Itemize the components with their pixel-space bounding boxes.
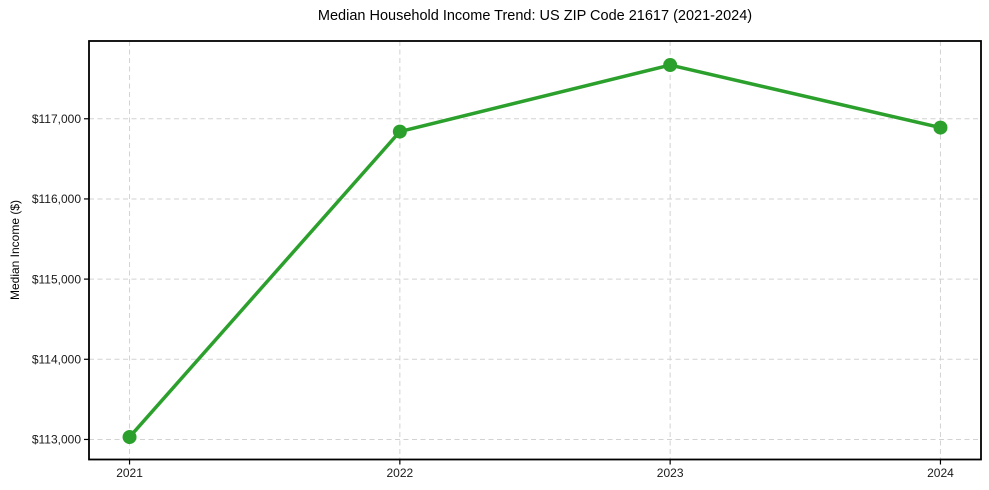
data-point-2024 <box>933 120 948 135</box>
data-point-2023 <box>663 58 678 73</box>
y-tick-label: $113,000 <box>32 433 81 447</box>
trend-line <box>127 63 943 439</box>
axis-ticks <box>84 118 942 465</box>
y-tick-label: $116,000 <box>32 192 81 206</box>
plot-border <box>88 40 982 461</box>
gridlines <box>89 41 981 460</box>
x-tick-label: 2024 <box>927 466 954 480</box>
data-point-2021 <box>122 430 137 445</box>
data-point-2022 <box>392 124 407 139</box>
y-tick-label: $114,000 <box>32 352 81 366</box>
x-tick-label: 2022 <box>386 466 413 480</box>
x-tick-labels: 2021 2022 2023 2024 <box>116 466 954 480</box>
chart-title: Median Household Income Trend: US ZIP Co… <box>317 8 753 24</box>
y-tick-labels: $113,000 $114,000 $115,000 $116,000 $117,000 <box>32 112 81 447</box>
y-tick-label: $117,000 <box>32 112 81 126</box>
y-tick-label: $115,000 <box>32 272 81 286</box>
x-tick-label: 2023 <box>657 466 684 480</box>
x-tick-label: 2021 <box>116 466 143 480</box>
